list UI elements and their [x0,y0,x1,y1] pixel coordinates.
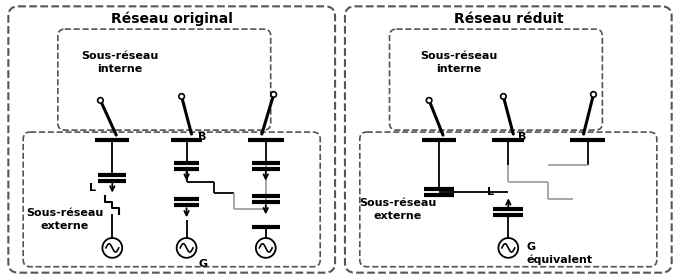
Text: L: L [488,187,494,198]
Text: Sous-réseau
interne: Sous-réseau interne [420,51,497,74]
Text: Réseau réduit: Réseau réduit [454,12,563,26]
Circle shape [98,98,103,103]
Text: Réseau original: Réseau original [110,12,233,27]
Text: Sous-réseau
externe: Sous-réseau externe [359,198,436,221]
Circle shape [426,98,432,103]
Text: Sous-réseau
interne: Sous-réseau interne [82,51,159,74]
Circle shape [591,92,596,97]
Circle shape [179,94,184,99]
Text: L: L [89,182,96,193]
Text: Sous-réseau
externe: Sous-réseau externe [26,208,104,231]
Text: B: B [198,132,207,142]
Circle shape [501,94,506,99]
Text: G: G [198,259,207,269]
Text: G
équivalent: G équivalent [526,242,592,265]
Circle shape [271,92,276,97]
Text: B: B [518,132,527,142]
